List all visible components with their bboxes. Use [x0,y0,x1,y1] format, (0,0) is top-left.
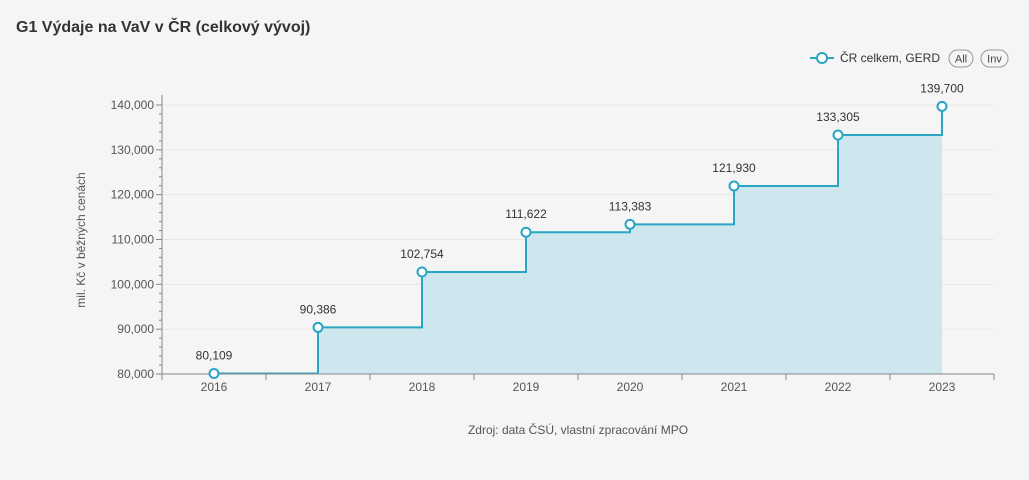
legend-item-series[interactable]: ČR celkem, GERD [810,50,940,65]
data-point [728,180,740,192]
y-tick-label: 120,000 [111,188,155,202]
legend-marker-icon [816,52,828,64]
source-note: Zdroj: data ČSÚ, vlastní zpracování MPO [468,422,688,437]
data-label: 139,700 [920,81,964,95]
series-step-line [214,106,943,375]
data-point [624,218,636,230]
y-tick-label: 80,000 [117,367,154,381]
data-label: 133,305 [816,110,860,124]
data-point [520,226,532,238]
x-tick-label: 2017 [305,380,332,394]
x-tick-label: 2018 [409,380,436,394]
x-tick-label: 2023 [929,380,956,394]
axes: 80,000 90,000 100,000 110,000 120,000 130,000… [111,95,995,394]
data-label: 111,622 [505,207,547,221]
data-point [832,129,844,141]
inv-button[interactable]: Inv [980,49,1009,68]
y-tick-label: 110,000 [112,233,155,247]
y-tick-label: 100,000 [111,277,155,291]
legend-label: ČR celkem, GERD [840,50,940,65]
x-tick-label: 2021 [721,380,748,394]
y-tick-label: 90,000 [117,322,154,336]
data-label: 113,383 [609,199,652,213]
x-tick-label: 2019 [513,380,540,394]
series-area-fill [214,106,942,374]
inv-button-label: Inv [987,54,1002,66]
chart-title: G1 Výdaje na VaV v ČR (celkový vývoj) [16,19,311,36]
x-tick-label: 2022 [825,380,852,394]
y-tick-label: 130,000 [111,143,155,157]
data-point [208,368,220,380]
data-label: 121,930 [712,161,756,175]
data-points [208,100,948,380]
data-point [416,266,428,278]
data-label: 90,386 [300,302,337,316]
legend: ČR celkem, GERD All Inv [810,49,1009,68]
data-point [312,321,324,333]
y-axis-title: mil. Kč v běžných cenách [74,172,88,307]
data-labels: 80,109 90,386 102,754 111,622 113,383 121,930… [196,81,964,362]
x-tick-label: 2016 [201,380,228,394]
all-button-label: All [955,54,967,66]
x-tick-label: 2020 [617,380,644,394]
all-button[interactable]: All [948,49,974,68]
data-point [936,100,948,112]
data-label: 102,754 [400,247,444,261]
data-label: 80,109 [196,349,233,363]
y-tick-label: 140,000 [111,98,155,112]
